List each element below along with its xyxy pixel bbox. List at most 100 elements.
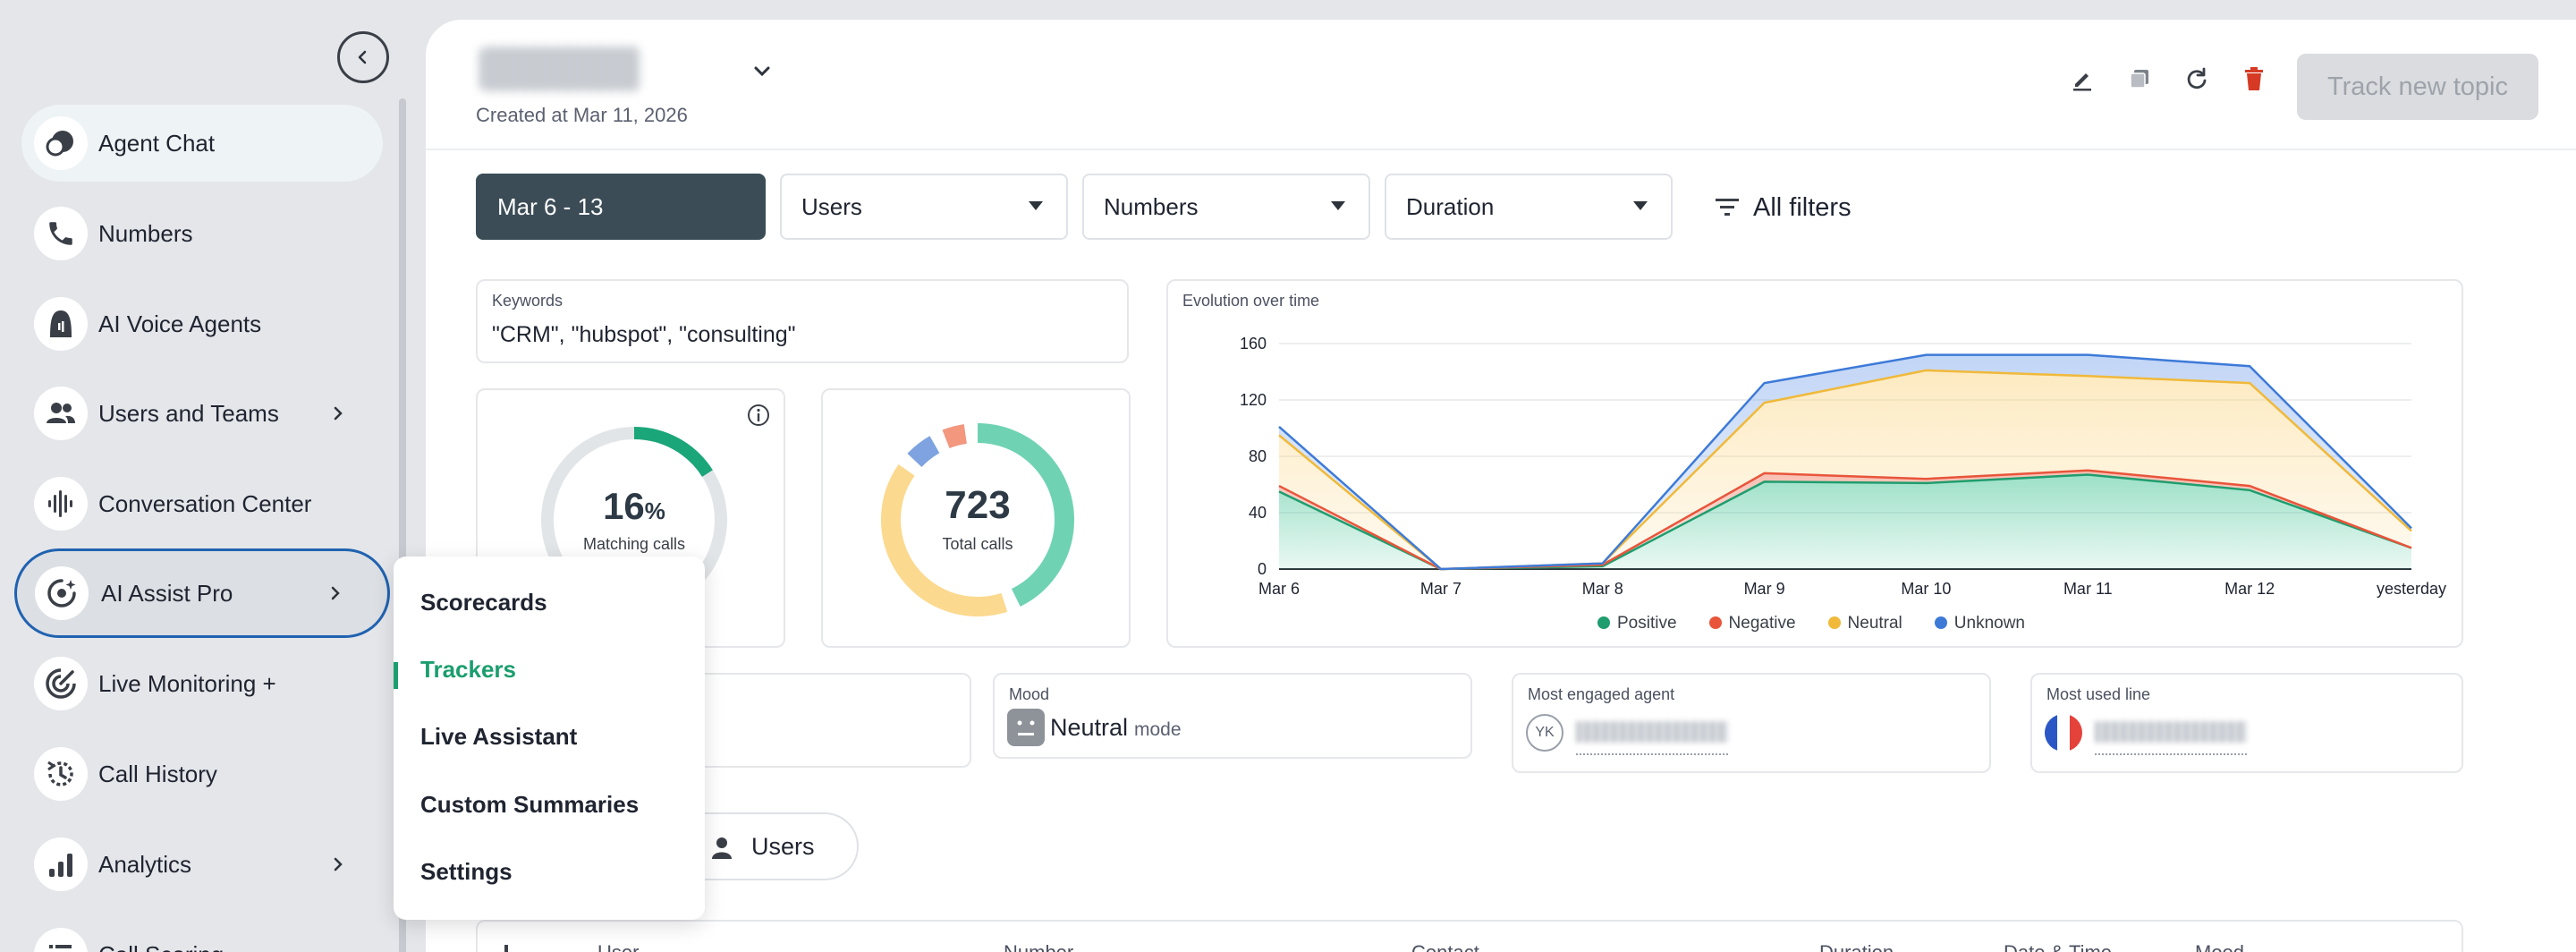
total-calls-label: Total calls bbox=[942, 535, 1013, 553]
info-icon[interactable] bbox=[746, 403, 771, 428]
sidebar-item-agent-chat[interactable]: Agent Chat bbox=[21, 105, 383, 182]
evolution-chart: 0 40 80 120 160 Mar 6 Mar 7 Mar 8 Mar 9 Mar 10 Mar… bbox=[1240, 335, 2446, 598]
column-header-mood[interactable]: Mood bbox=[2195, 941, 2244, 952]
column-header-contact[interactable]: Contact bbox=[1411, 941, 1479, 952]
x-tick-label: Mar 9 bbox=[1744, 580, 1785, 598]
all-filters-label: All filters bbox=[1753, 192, 1852, 222]
blurred-text bbox=[2095, 721, 2247, 743]
ai-assist-icon bbox=[35, 566, 89, 620]
submenu-item-scorecards[interactable]: Scorecards bbox=[420, 589, 547, 616]
sidebar-item-call-history[interactable]: Call History bbox=[21, 735, 383, 812]
numbers-filter-label: Numbers bbox=[1104, 192, 1199, 220]
live-monitoring-icon bbox=[34, 657, 88, 710]
submenu-item-live-assistant[interactable]: Live Assistant bbox=[420, 723, 578, 750]
sidebar-item-live-monitoring[interactable]: Live Monitoring + bbox=[21, 645, 383, 722]
waveform-icon bbox=[34, 477, 88, 531]
users-icon bbox=[34, 387, 88, 440]
sidebar-item-users-and-teams[interactable]: Users and Teams bbox=[21, 375, 383, 452]
mood-label: Mood bbox=[1009, 685, 1050, 703]
stat-card-hidden bbox=[685, 673, 971, 768]
sidebar-item-call-scoring[interactable]: Call Scoring bbox=[21, 916, 383, 952]
duration-filter[interactable]: Duration bbox=[1385, 174, 1673, 240]
caret-down-icon bbox=[1331, 201, 1345, 210]
all-filters-button[interactable]: All filters bbox=[1714, 190, 1852, 225]
numbers-filter[interactable]: Numbers bbox=[1082, 174, 1370, 240]
list-icon bbox=[34, 928, 88, 952]
sidebar-item-label: AI Assist Pro bbox=[101, 579, 233, 607]
track-new-topic-button[interactable]: Track new topic bbox=[2297, 54, 2538, 120]
y-tick-label: 160 bbox=[1240, 335, 1267, 353]
submenu-item-trackers[interactable]: Trackers bbox=[420, 656, 516, 683]
date-range-label: Mar 6 - 13 bbox=[497, 192, 604, 220]
sidebar-item-numbers[interactable]: Numbers bbox=[21, 195, 383, 272]
y-tick-label: 40 bbox=[1249, 504, 1267, 522]
area-neutral bbox=[1279, 370, 2411, 569]
donut-value-arc bbox=[541, 427, 727, 613]
active-indicator bbox=[394, 662, 398, 689]
sidebar-item-ai-voice-agents[interactable]: AI Voice Agents bbox=[21, 285, 383, 362]
line-name-redacted[interactable] bbox=[2095, 721, 2247, 743]
users-segment-label: Users bbox=[751, 832, 815, 860]
mood-value: Neutral bbox=[1050, 714, 1129, 741]
duplicate-icon[interactable] bbox=[2123, 63, 2156, 95]
legend-label: Unknown bbox=[1953, 614, 2025, 633]
mood-card: Mood Neutral mode bbox=[993, 673, 1472, 759]
sidebar-scrollbar[interactable] bbox=[399, 98, 406, 952]
date-range-filter[interactable]: Mar 6 - 13 bbox=[476, 174, 766, 240]
column-header-user[interactable]: User bbox=[597, 941, 639, 952]
edit-icon[interactable] bbox=[2066, 63, 2098, 95]
chevron-right-icon bbox=[334, 406, 343, 421]
line-unknown bbox=[1278, 353, 2412, 571]
sidebar-item-label: Call History bbox=[98, 760, 217, 787]
phone-icon bbox=[504, 945, 508, 952]
x-tick-label: Mar 10 bbox=[1901, 580, 1951, 598]
dotted-underline bbox=[1576, 753, 1728, 755]
matching-calls-label: Matching calls bbox=[582, 535, 686, 553]
agent-name-redacted[interactable] bbox=[1576, 721, 1728, 743]
topic-title-redacted bbox=[479, 47, 640, 91]
submenu-item-settings[interactable]: Settings bbox=[420, 858, 513, 885]
filter-lines-icon bbox=[1716, 199, 1739, 216]
column-header-duration[interactable]: Duration bbox=[1819, 941, 1894, 952]
call-history-icon bbox=[34, 747, 88, 801]
x-tick-label: Mar 7 bbox=[1420, 580, 1462, 598]
chart-legend: Positive Negative Neutral Unknown bbox=[1597, 614, 2025, 633]
engaged-agent-label: Most engaged agent bbox=[1528, 685, 1675, 703]
sidebar-item-ai-assist-pro[interactable]: AI Assist Pro bbox=[14, 548, 390, 638]
phone-icon bbox=[34, 207, 88, 260]
delete-icon[interactable] bbox=[2238, 63, 2270, 95]
donut-segment-neutral bbox=[881, 423, 1074, 616]
column-header-date-time[interactable]: Date & Time bbox=[2004, 941, 2112, 952]
legend-label: Negative bbox=[1728, 614, 1796, 633]
legend-item-neutral: Neutral bbox=[1827, 614, 1902, 633]
users-filter[interactable]: Users bbox=[780, 174, 1068, 240]
chevron-down-icon[interactable] bbox=[750, 59, 775, 84]
matching-calls-value: 16% bbox=[545, 485, 724, 528]
neutral-face-icon bbox=[1007, 709, 1045, 746]
matching-percent-number: 16 bbox=[603, 485, 645, 527]
sidebar-item-label: Live Monitoring + bbox=[98, 669, 276, 697]
legend-label: Positive bbox=[1617, 614, 1677, 633]
most-used-line-card: Most used line bbox=[2030, 673, 2463, 773]
blurred-text bbox=[1576, 721, 1728, 743]
x-tick-label: Mar 11 bbox=[2063, 580, 2113, 598]
used-line-label: Most used line bbox=[2046, 685, 2151, 703]
sidebar-item-label: Analytics bbox=[98, 850, 192, 878]
agent-chat-icon bbox=[34, 116, 88, 170]
sidebar-item-label: Numbers bbox=[98, 219, 193, 247]
column-header-number[interactable]: Number bbox=[1004, 941, 1073, 952]
sidebar-item-analytics[interactable]: Analytics bbox=[21, 826, 383, 903]
collapse-sidebar-button[interactable] bbox=[337, 31, 389, 83]
analytics-icon bbox=[34, 837, 88, 891]
donut-segment-positive bbox=[881, 423, 1074, 616]
matching-percent-unit: % bbox=[644, 497, 665, 524]
submenu-item-custom-summaries[interactable]: Custom Summaries bbox=[420, 791, 640, 818]
chevron-right-icon bbox=[331, 586, 340, 600]
chevron-right-icon bbox=[334, 857, 343, 871]
users-segment-toggle[interactable]: Users bbox=[689, 812, 859, 880]
y-tick-label: 80 bbox=[1249, 447, 1267, 465]
refresh-icon[interactable] bbox=[2181, 63, 2213, 95]
legend-dot bbox=[1708, 616, 1722, 629]
sidebar-item-conversation-center[interactable]: Conversation Center bbox=[21, 465, 383, 542]
x-tick-label: Mar 12 bbox=[2224, 580, 2275, 598]
